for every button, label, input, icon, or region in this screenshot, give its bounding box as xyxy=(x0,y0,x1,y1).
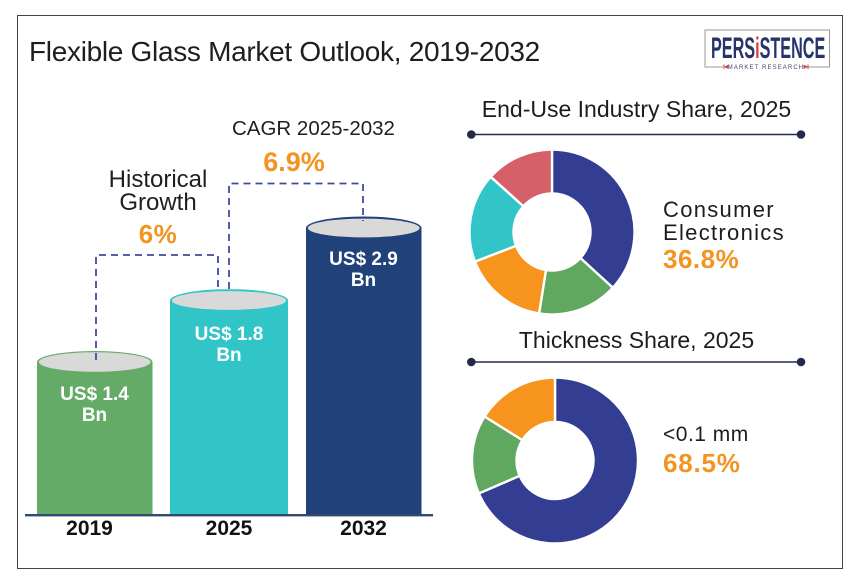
svg-text:MARKET RESEARCH: MARKET RESEARCH xyxy=(728,65,804,71)
svg-text:PERSiSTENCE: PERSiSTENCE xyxy=(711,32,825,66)
